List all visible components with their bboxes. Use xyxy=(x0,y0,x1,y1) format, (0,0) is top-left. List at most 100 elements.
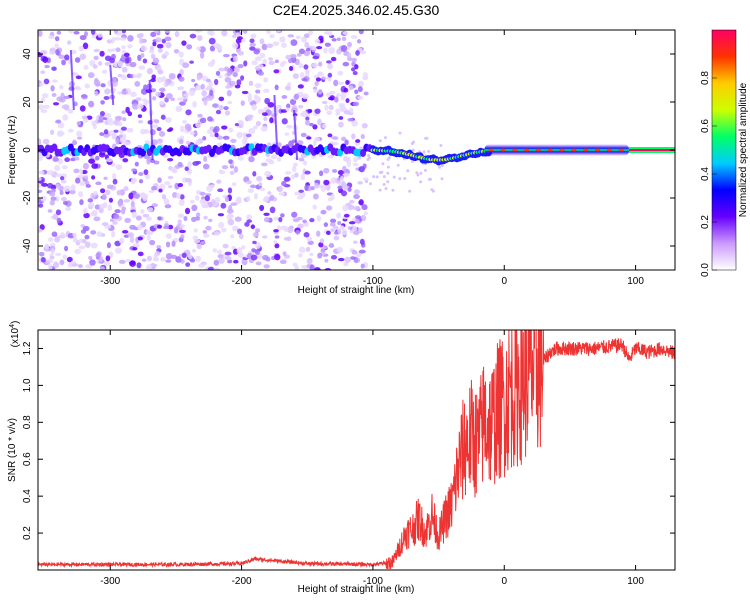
spectrogram-cell xyxy=(229,214,235,219)
spectrogram-cell xyxy=(259,204,265,212)
spectrogram-cell xyxy=(123,52,130,58)
spectrogram-cell xyxy=(300,173,305,181)
spectrogram-cell xyxy=(173,226,178,234)
spectrogram-cell xyxy=(104,88,111,95)
spectrogram-cell xyxy=(236,131,243,139)
spectrogram-cell xyxy=(91,175,96,180)
spectrogram-cell xyxy=(171,240,176,247)
spectrogram-cell xyxy=(309,217,315,223)
spectrogram-cell xyxy=(64,157,71,163)
spectrogram-cell xyxy=(336,48,342,55)
spectrogram-cell xyxy=(346,52,352,59)
spectrogram-cell xyxy=(104,55,112,62)
spectrogram-cell xyxy=(535,148,541,152)
spectrogram-cell xyxy=(488,148,494,152)
spectrogram-cell xyxy=(224,256,232,261)
spectrogram-cell xyxy=(196,34,203,41)
colorbar-tick-label: 0.8 xyxy=(700,71,711,85)
spectrogram-cell xyxy=(227,187,233,194)
spectrogram-x-ticks: -300 -200 -100 0 100 xyxy=(100,30,644,287)
spectrogram-cell xyxy=(152,96,157,101)
spectrogram-cell xyxy=(243,60,248,67)
spectrogram-cell xyxy=(244,221,250,227)
spectrogram-cell xyxy=(349,199,355,204)
spectrogram-cell xyxy=(266,30,271,35)
spectrogram-cell xyxy=(289,53,297,59)
spectrogram-cell xyxy=(216,179,222,184)
colorbar-label: Normalized spectral amplitude xyxy=(738,82,749,217)
spectrogram-cell xyxy=(330,228,335,233)
spectrogram-cell xyxy=(181,252,187,259)
spectrogram-cell xyxy=(62,254,68,260)
spectrogram-cell xyxy=(39,251,45,257)
spectrogram-cell xyxy=(277,157,282,162)
spectrogram-cell xyxy=(131,211,137,219)
spectrogram-cell xyxy=(207,116,213,122)
spectrogram-cell xyxy=(157,69,164,75)
spectrogram-cell xyxy=(221,227,227,233)
spectrogram-cell xyxy=(170,97,175,101)
y-tick-label: 0.8 xyxy=(22,415,33,429)
spectrogram-cell xyxy=(83,208,88,214)
spectrogram-cell xyxy=(233,166,239,173)
spectrogram-cell xyxy=(137,224,143,231)
spectrogram-cell xyxy=(230,234,235,239)
spectrogram-cell xyxy=(182,62,190,69)
spectrogram-cell xyxy=(44,64,50,69)
spectrogram-cell xyxy=(206,78,211,83)
spectrogram-cell xyxy=(165,241,171,248)
spectrogram-cell xyxy=(256,175,263,182)
spectrogram-cell xyxy=(298,48,305,55)
spectrogram-cell xyxy=(241,90,249,95)
spectrogram-cell xyxy=(69,189,76,195)
spectrogram-cell xyxy=(178,51,184,58)
spectrogram-cell xyxy=(412,140,416,144)
spectrogram-cell xyxy=(146,234,151,241)
spectrogram-cell xyxy=(152,41,157,47)
spectrogram-cell xyxy=(305,246,311,252)
spectrogram-cell xyxy=(45,261,51,265)
spectrogram-cell xyxy=(196,75,202,81)
spectrogram-cell xyxy=(306,236,313,242)
spectrogram-cell xyxy=(343,156,348,162)
spectrogram-cell xyxy=(66,256,73,263)
spectrogram-cell xyxy=(427,149,431,153)
spectrogram-cell xyxy=(354,218,360,224)
spectrogram-cell xyxy=(304,33,310,39)
spectrogram-cell xyxy=(93,55,99,61)
spectrogram-cell xyxy=(163,154,169,159)
spectrogram-cell xyxy=(353,240,358,244)
spectrogram-cell xyxy=(191,204,198,212)
spectrogram-cell xyxy=(500,148,506,152)
spectrogram-cell xyxy=(329,90,336,95)
spectrogram-cell xyxy=(165,92,173,99)
spectrogram-cell xyxy=(355,139,361,143)
spectrogram-cell xyxy=(179,224,186,228)
spectrogram-cell xyxy=(358,30,364,35)
spectrogram-cell xyxy=(179,194,185,200)
spectrogram-cell xyxy=(324,267,332,270)
spectrogram-cell xyxy=(323,222,329,228)
spectrogram-cell xyxy=(202,230,207,234)
spectrogram-cell xyxy=(196,46,202,51)
spectrogram-cell xyxy=(439,144,443,148)
spectrogram-cell xyxy=(285,54,292,60)
spectrogram-cell xyxy=(191,78,196,83)
spectrogram-cell xyxy=(115,164,123,170)
spectrogram-cell xyxy=(284,85,291,91)
spectrogram-cell xyxy=(512,148,518,152)
spectrogram-cell xyxy=(260,125,268,132)
spectrogram-cell xyxy=(206,129,213,135)
spectrogram-cell xyxy=(274,59,279,64)
spectrogram-cell xyxy=(352,225,358,233)
spectrogram-cell xyxy=(227,100,233,105)
spectrogram-cell xyxy=(428,177,432,181)
spectrogram-cell xyxy=(259,187,266,192)
spectrogram-cell xyxy=(438,165,442,169)
spectrogram-cell xyxy=(164,36,172,42)
spectrogram-cell xyxy=(161,76,167,83)
spectrogram-cell xyxy=(221,165,229,170)
spectrogram-cell xyxy=(338,121,344,128)
spectrogram-cell xyxy=(184,166,189,172)
spectrogram-cell xyxy=(88,158,96,164)
